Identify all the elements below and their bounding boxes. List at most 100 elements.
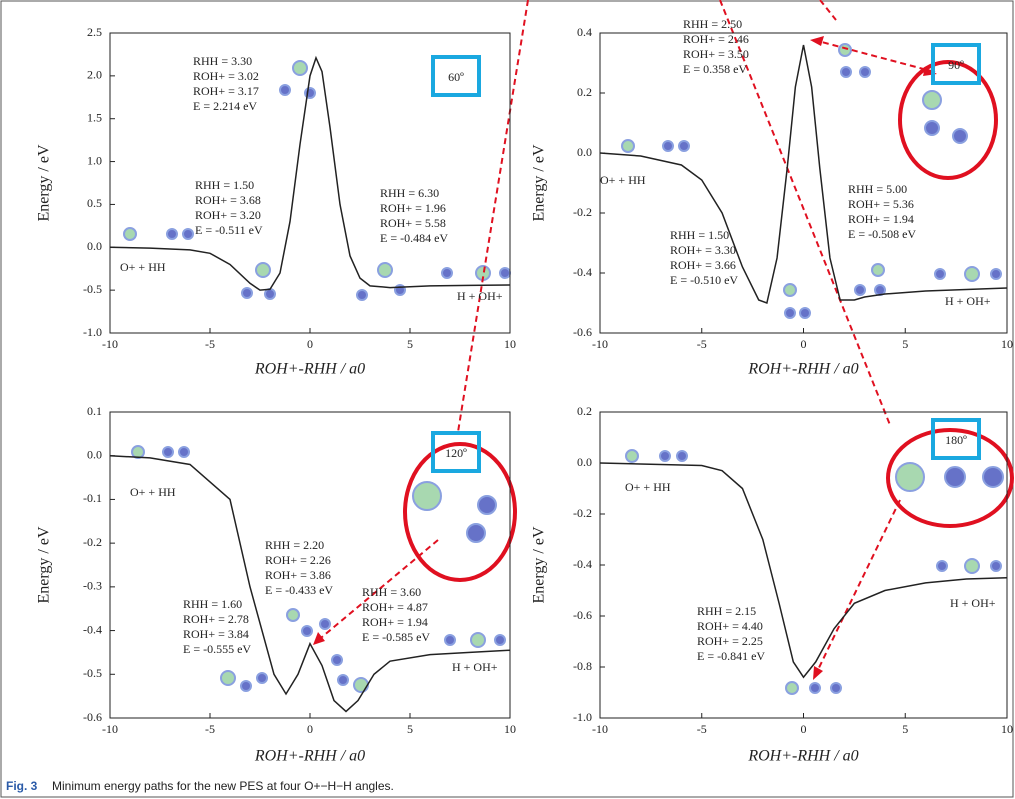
y-tick-label: 0.0 [577,455,592,469]
y-tick-label: -0.2 [83,535,102,549]
annotation: ROH+ = 1.96 [380,201,446,215]
y-tick-label: 2.0 [87,68,102,82]
state-label: O+ + HH [120,260,166,274]
figure: Fig. 3 Minimum energy paths for the new … [0,0,1015,799]
frame [1,1,1013,797]
x-tick-label: -10 [592,722,608,736]
angle-label: 60º [448,70,464,84]
y-tick-label: 1.5 [87,110,102,124]
angle-label: 90º [948,58,964,72]
x-axis-label: ROH+-RHH / a0 [254,748,365,765]
annotation: ROH+ = 4.40 [697,619,763,633]
state-label: O+ + HH [130,485,176,499]
x-axis-label: ROH+-RHH / a0 [747,748,858,765]
y-axis-label: Energy / eV [531,144,548,221]
y-tick-label: -0.2 [573,205,592,219]
state-label: O+ + HH [625,480,671,494]
x-tick-label: -10 [592,337,608,351]
x-tick-label: 0 [307,722,313,736]
y-tick-label: 0.2 [577,85,592,99]
y-tick-label: 0.0 [87,239,102,253]
x-tick-label: 0 [307,337,313,351]
x-tick-label: -10 [102,722,118,736]
x-tick-label: 10 [1001,722,1013,736]
annotation: ROH+ = 2.25 [697,634,763,648]
x-tick-label: 5 [407,722,413,736]
annotation: RHH = 2.15 [697,604,756,618]
y-tick-label: 0.0 [577,145,592,159]
annotation: RHH = 6.30 [380,186,439,200]
state-label: H + OH+ [950,596,996,610]
annotation: ROH+ = 3.66 [670,258,736,272]
x-axis-label: ROH+-RHH / a0 [747,361,858,378]
x-tick-label: -5 [205,722,215,736]
annotation: E = -0.433 eV [265,583,333,597]
x-tick-label: -5 [697,337,707,351]
annotation: RHH = 3.60 [362,585,421,599]
annotation: ROH+ = 3.30 [670,243,736,257]
y-tick-label: -0.5 [83,666,102,680]
y-tick-label: -0.5 [83,282,102,296]
y-tick-label: 2.5 [87,25,102,39]
y-tick-label: -0.6 [83,710,102,724]
annotation: RHH = 1.50 [195,178,254,192]
x-tick-label: 0 [801,722,807,736]
angle-label: 120º [445,446,467,460]
annotation: E = -0.484 eV [380,231,448,245]
y-tick-label: -0.3 [83,579,102,593]
annotation: E = 0.358 eV [683,62,747,76]
y-tick-label: -0.2 [573,506,592,520]
state-label: H + OH+ [452,660,498,674]
x-tick-label: -5 [205,337,215,351]
y-axis-label: Energy / eV [531,526,548,603]
y-tick-label: 0.0 [87,447,102,461]
annotation: ROH+ = 3.86 [265,568,331,582]
annotation: E = -0.585 eV [362,630,430,644]
annotation: ROH+ = 4.87 [362,600,428,614]
x-tick-label: -5 [697,722,707,736]
y-tick-label: -0.6 [573,325,592,339]
y-tick-label: -0.8 [573,659,592,673]
caption-label: Fig. 3 [6,779,38,793]
annotation: E = -0.510 eV [670,273,738,287]
annotation: RHH = 1.60 [183,597,242,611]
annotation: ROH+ = 3.68 [195,193,261,207]
x-tick-label: 5 [902,337,908,351]
state-label: H + OH+ [945,294,991,308]
x-tick-label: 0 [801,337,807,351]
annotation: E = -0.841 eV [697,649,765,663]
annotation: RHH = 2.50 [683,17,742,31]
x-tick-label: 10 [504,722,516,736]
angle-label: 180º [945,433,967,447]
y-tick-label: -0.4 [573,557,592,571]
annotation: ROH+ = 3.84 [183,627,249,641]
annotation: RHH = 5.00 [848,182,907,196]
x-tick-label: 5 [407,337,413,351]
y-tick-label: 0.2 [577,404,592,418]
y-tick-label: -1.0 [573,710,592,724]
y-axis-label: Energy / eV [36,526,53,603]
annotation: RHH = 1.50 [670,228,729,242]
annotation: E = -0.555 eV [183,642,251,656]
y-tick-label: -0.1 [83,491,102,505]
annotation: E = -0.508 eV [848,227,916,241]
annotation: ROH+ = 3.20 [195,208,261,222]
annotation: RHH = 2.20 [265,538,324,552]
annotation: RHH = 3.30 [193,54,252,68]
x-tick-label: 10 [504,337,516,351]
y-tick-label: 0.1 [87,404,102,418]
y-tick-label: 0.5 [87,196,102,210]
annotation: ROH+ = 1.94 [362,615,428,629]
annotation: ROH+ = 5.36 [848,197,914,211]
y-tick-label: -0.4 [573,265,592,279]
annotation: ROH+ = 3.50 [683,47,749,61]
y-tick-label: 1.0 [87,153,102,167]
annotation: ROH+ = 3.02 [193,69,259,83]
annotation: ROH+ = 2.26 [265,553,331,567]
state-label: O+ + HH [600,173,646,187]
x-tick-label: 5 [902,722,908,736]
x-tick-label: 10 [1001,337,1013,351]
y-tick-label: -0.6 [573,608,592,622]
state-label: H + OH+ [457,289,503,303]
annotation: ROH+ = 3.17 [193,84,259,98]
